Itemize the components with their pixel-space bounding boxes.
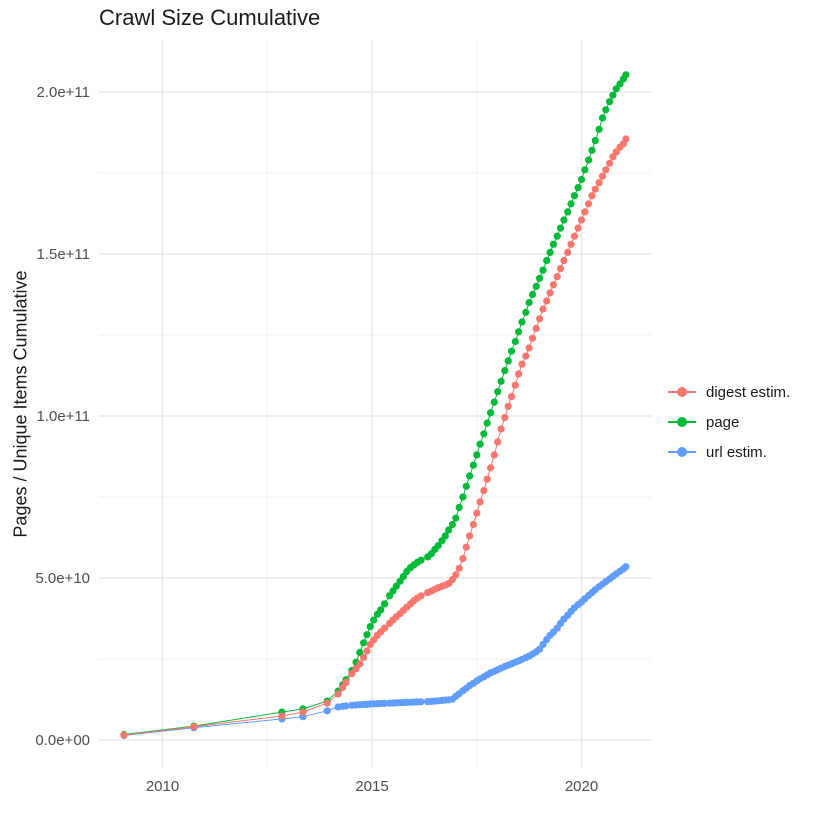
- legend-key-digest-line-dot-icon: [668, 387, 696, 397]
- series-url-estim: [120, 563, 630, 740]
- legend-item-url-estim: url estim.: [666, 437, 790, 467]
- x-tick-label: 2015: [355, 778, 388, 795]
- series-digest-estim: [120, 135, 630, 739]
- legend-item-digest-estim: digest estim.: [666, 377, 790, 407]
- legend-label-page: page: [706, 413, 740, 431]
- y-tick-label: 0.0e+00: [35, 732, 90, 749]
- y-tick-label: 1.5e+11: [36, 246, 90, 263]
- legend-key-url-line-dot-icon: [668, 447, 696, 457]
- legend-item-page: page: [666, 407, 790, 437]
- y-tick-label: 2.0e+11: [36, 84, 90, 101]
- x-tick-label: 2020: [565, 778, 598, 795]
- x-tick-label: 2010: [146, 778, 179, 795]
- y-axis-title: Pages / Unique Items Cumulative: [10, 270, 31, 538]
- legend-label-digest-estim: digest estim.: [706, 383, 791, 401]
- y-tick-label: 5.0e+10: [35, 570, 90, 587]
- legend-key-page-line-dot-icon: [668, 417, 696, 427]
- legend-label-url-estim: url estim.: [706, 443, 767, 461]
- chart-title: Crawl Size Cumulative: [99, 5, 321, 30]
- legend: digest estim. page url estim.: [666, 377, 790, 467]
- y-tick-label: 1.0e+11: [36, 408, 90, 425]
